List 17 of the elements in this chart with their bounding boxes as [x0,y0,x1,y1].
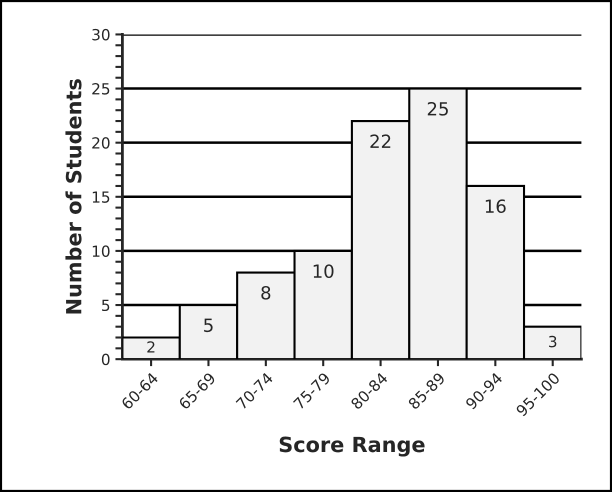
y-tick-label: 25 [92,83,110,95]
data-label: 3 [549,336,556,348]
data-label: 25 [428,102,448,116]
x-axis-title: Score Range [280,436,425,457]
y-tick-label: 30 [92,28,110,40]
y-tick-label: 0 [102,354,110,366]
data-label: 8 [261,286,270,300]
y-tick-label: 10 [92,245,110,257]
y-tick-label: 15 [92,191,110,203]
data-label: 10 [314,264,334,278]
y-tick-label: 20 [92,137,110,149]
data-label: 5 [204,318,213,332]
y-tick-label: 5 [102,300,110,312]
y-axis-title: Number of Students [65,79,82,314]
data-label: 16 [486,199,506,214]
data-label: 22 [370,134,390,148]
data-label: 2 [147,341,154,353]
